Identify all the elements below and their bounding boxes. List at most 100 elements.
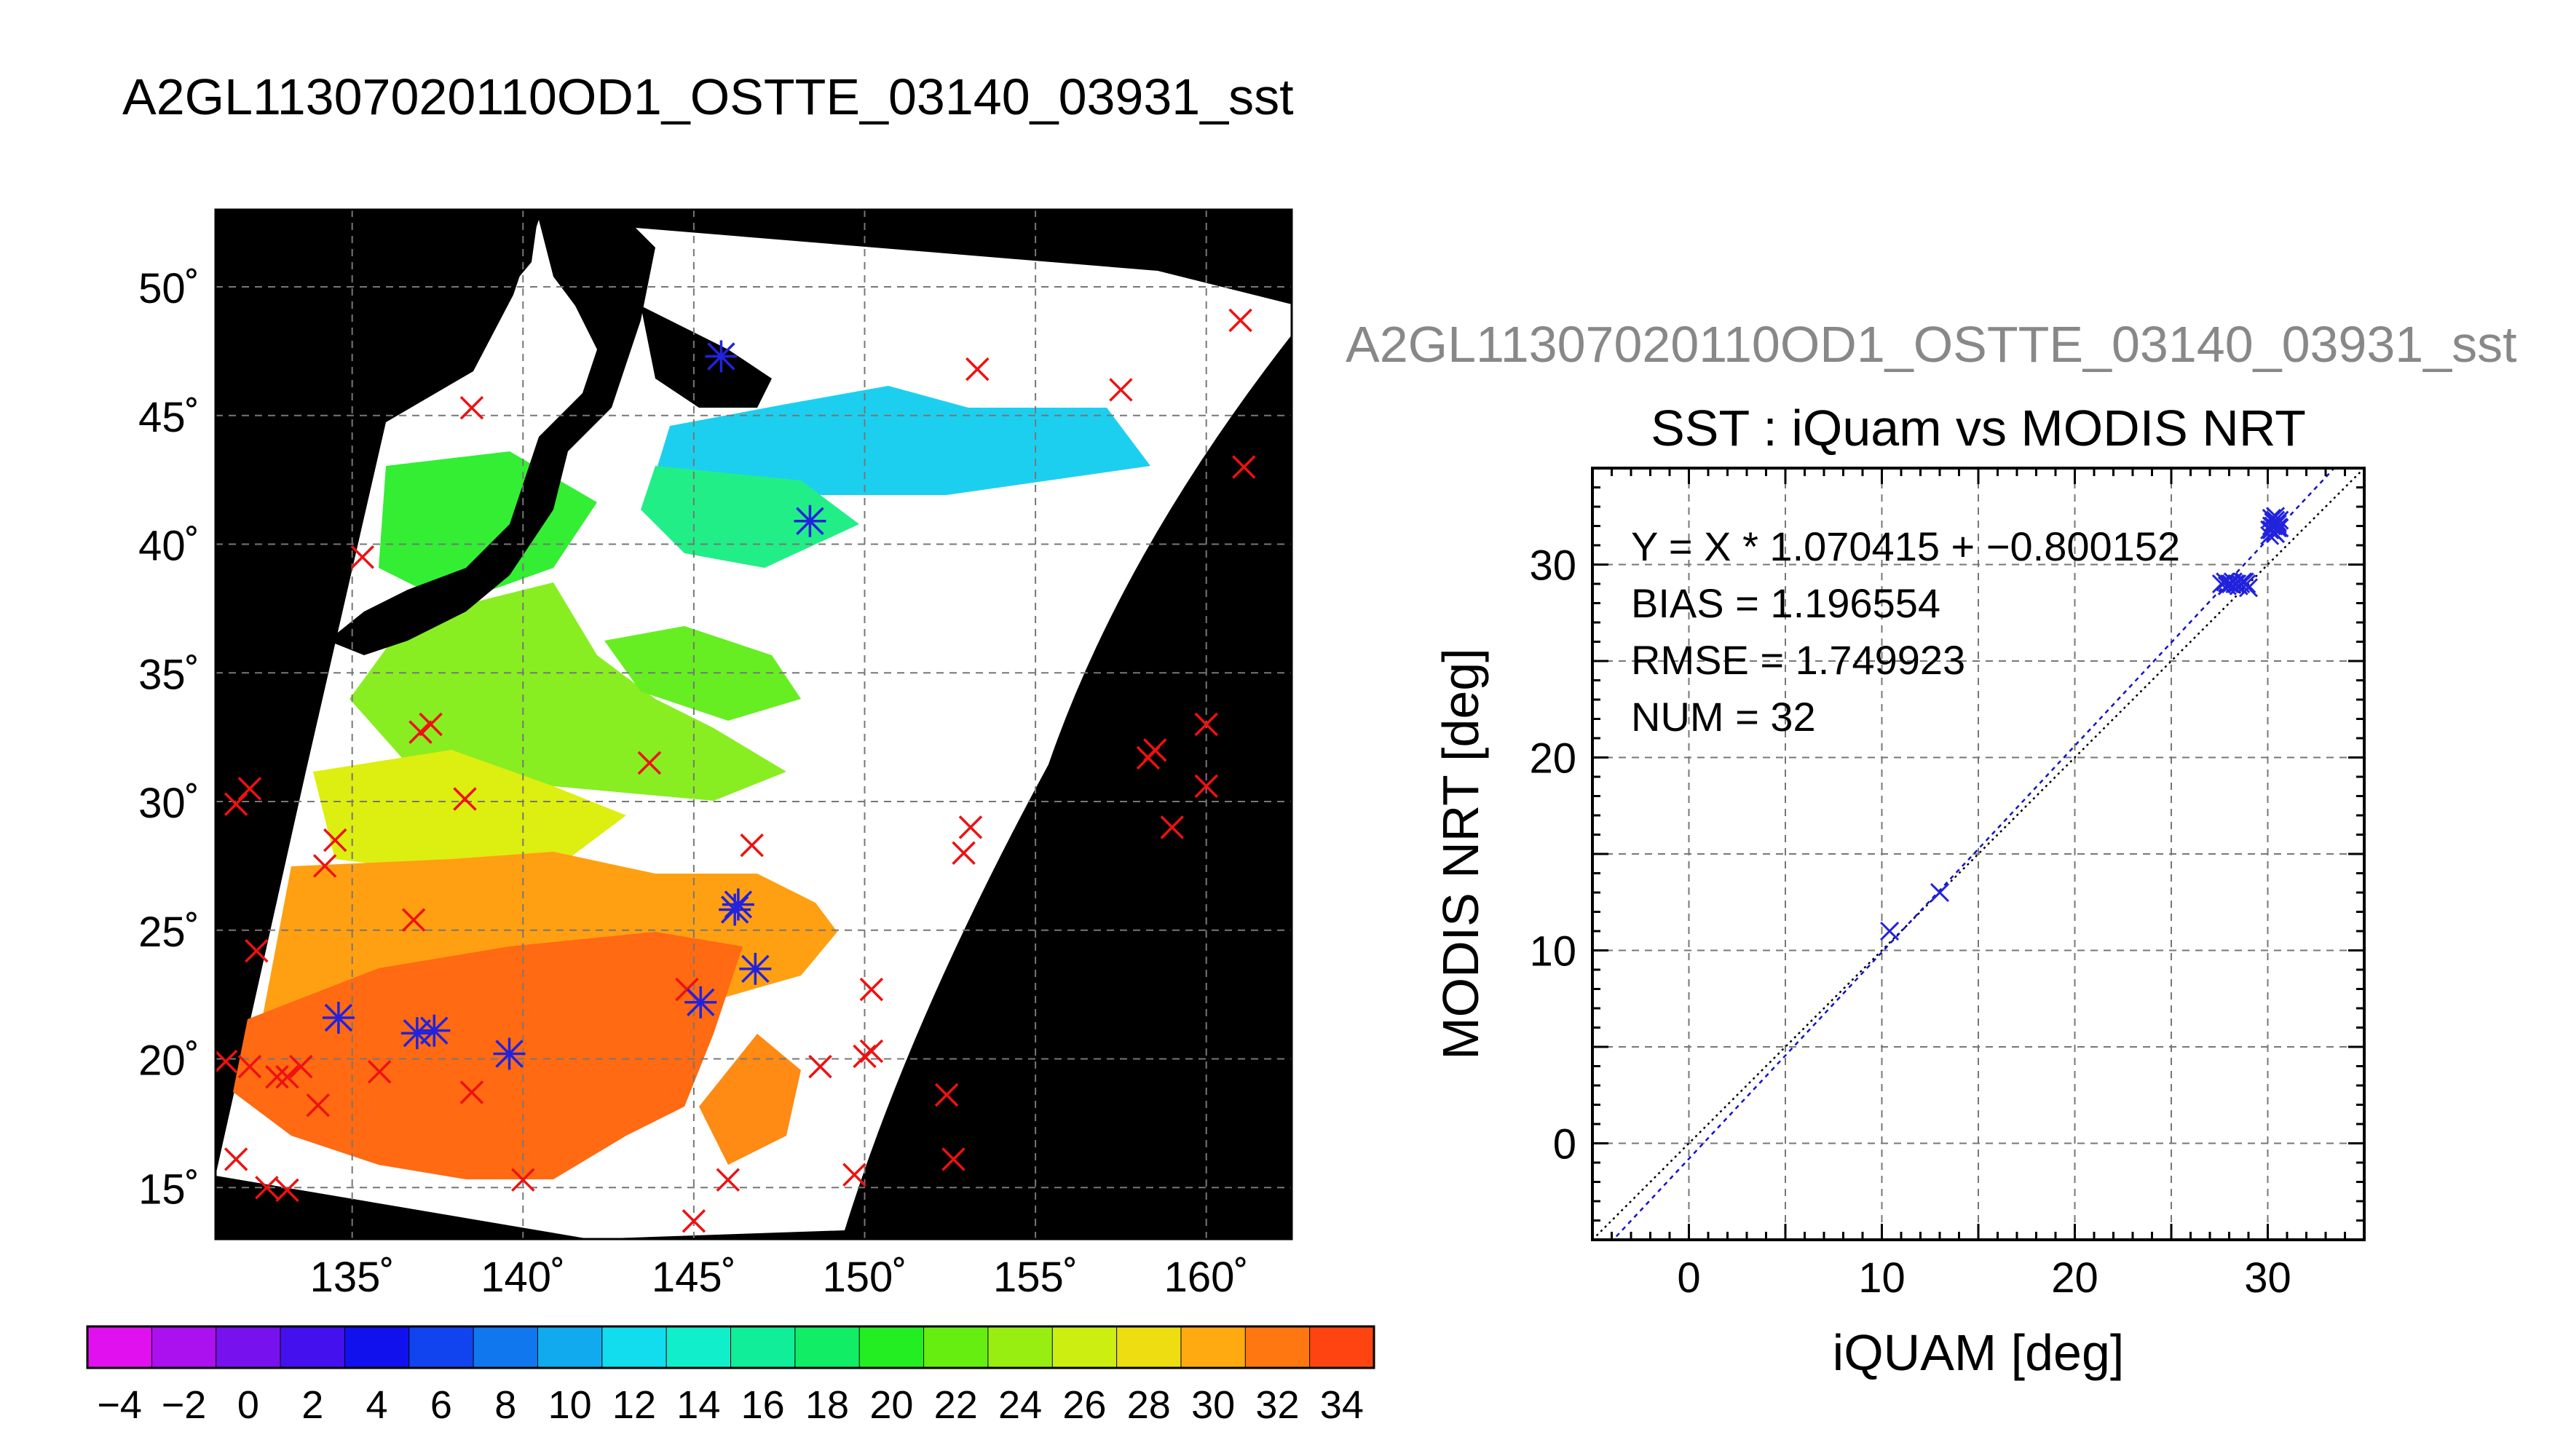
sst-patch-cool	[641, 466, 859, 568]
map-marker-red-stroke-b	[1143, 738, 1167, 762]
map-marker-red-stroke-b	[306, 1093, 330, 1117]
map-marker-red-stroke-b	[1228, 308, 1252, 333]
colorbar-label: 6	[430, 1383, 452, 1427]
map-marker-red-stroke-b	[637, 751, 662, 775]
colorbar-label: 8	[494, 1383, 516, 1427]
map-lon-label: 140˚	[481, 1254, 565, 1301]
scatter-point	[2217, 576, 2237, 596]
colorbar-cell	[408, 1326, 475, 1369]
colorbar-cell	[666, 1326, 732, 1369]
colorbar-label: 32	[1255, 1383, 1299, 1427]
scatter-points	[1880, 507, 2289, 941]
map-marker-red-stroke-b	[675, 977, 699, 1002]
map-marker-red-stroke-b	[808, 1054, 832, 1079]
colorbar-cell	[1244, 1326, 1311, 1369]
colorbar-label: 2	[301, 1383, 323, 1427]
map-marker-red	[275, 1065, 299, 1089]
map-lat-label: 40˚	[138, 523, 200, 570]
map-marker-red-stroke-b	[419, 712, 443, 737]
y-tick-label: 10	[1529, 928, 1576, 976]
map-marker-red	[408, 720, 433, 744]
map-marker-red	[637, 751, 662, 775]
colorbar-label: 16	[741, 1383, 785, 1427]
map-frame	[214, 208, 1293, 1241]
map-lat-label: 45˚	[138, 394, 200, 441]
map-marker-red-stroke-b	[859, 977, 884, 1002]
scatter-ticks: 0 10 20 30 0 10 20 30	[1529, 467, 2366, 1302]
scatter-point	[2266, 507, 2286, 526]
y-tick-label: 20	[1529, 735, 1576, 783]
map-marker-blue	[739, 952, 772, 985]
map-lon-labels: 135˚ 140˚ 145˚ 150˚ 155˚ 160˚	[310, 1254, 1249, 1301]
map-marker-red-stroke-b	[941, 1147, 965, 1171]
map-marker-blue	[493, 1037, 526, 1070]
map-marker-red	[934, 1083, 959, 1107]
map-marker-red-stroke-b	[511, 1168, 535, 1192]
colorbar-label: 28	[1127, 1383, 1171, 1427]
map-marker-red-stroke-b	[934, 1083, 959, 1107]
map-marker-red	[716, 1168, 741, 1192]
map-lat-label: 50˚	[138, 265, 200, 312]
colorbar-cell	[987, 1326, 1054, 1369]
map-marker-red	[401, 908, 426, 932]
map-marker-red	[323, 828, 347, 852]
scatter-annotation: BIAS = 1.196554	[1631, 580, 1940, 626]
map-marker-red-stroke-b	[216, 1049, 238, 1074]
map-marker-red	[265, 1065, 289, 1089]
scatter-point-stroke-b	[2267, 518, 2287, 538]
scatter-point	[2267, 518, 2287, 538]
scatter-point-stroke-b	[1930, 882, 1950, 903]
scatter-point	[2262, 516, 2281, 536]
map-marker-red	[224, 792, 248, 816]
map-marker-red	[859, 977, 884, 1002]
map-marker-red	[1143, 738, 1167, 762]
colorbar-cell	[280, 1326, 346, 1369]
map-lat-label: 15˚	[138, 1166, 200, 1213]
colorbar-cell	[537, 1326, 603, 1369]
map-marker-red-stroke-b	[265, 1065, 289, 1089]
colorbar-label: 0	[237, 1383, 259, 1427]
colorbar-cell	[87, 1326, 153, 1369]
colorbar-label: 20	[869, 1383, 913, 1427]
scatter-point-stroke-b	[2217, 576, 2237, 596]
scatter-point-stroke-b	[1880, 921, 1900, 941]
scatter-grid	[1592, 468, 2364, 1240]
map-marker-blue	[418, 1014, 451, 1047]
map-marker-red	[255, 1176, 279, 1200]
map-marker-red-stroke-b	[716, 1168, 741, 1192]
map-marker-blue	[794, 505, 826, 537]
map-marker-red	[853, 1044, 877, 1069]
map-marker-red-stroke-b	[682, 1209, 706, 1233]
colorbar-cell	[1180, 1326, 1247, 1369]
x-axis-label: iQUAM [deg]	[1833, 1324, 2125, 1381]
colorbar-cell	[151, 1326, 217, 1369]
map-marker-red	[1232, 455, 1256, 479]
map-marker-blue	[322, 1001, 355, 1034]
map-marker-red	[965, 357, 990, 381]
x-tick-label: 10	[1858, 1254, 1906, 1302]
colorbar-cell	[1051, 1326, 1118, 1369]
map-marker-red-stroke-b	[275, 1178, 299, 1203]
map-marker-red	[941, 1147, 965, 1171]
x-tick-label: 20	[2051, 1254, 2098, 1302]
scatter-annotation: NUM = 32	[1631, 694, 1816, 740]
scatter-annotation: Y = X * 1.070415 + −0.800152	[1631, 523, 2180, 569]
map-marker-red	[1109, 378, 1133, 402]
map-marker-red	[1194, 712, 1218, 737]
colorbar-cell	[1116, 1326, 1182, 1369]
map-lat-labels: 50˚ 45˚ 40˚ 35˚ 30˚ 25˚ 20˚ 15˚	[138, 265, 200, 1213]
map-marker-red-stroke-b	[237, 1054, 262, 1079]
scatter-point	[2235, 572, 2254, 592]
map-marker-blue	[719, 893, 751, 926]
map-marker-red-stroke-b	[1194, 712, 1218, 737]
main-title: A2GL11307020110OD1_OSTTE_03140_03931_sst	[122, 68, 1294, 125]
map-marker-red-stroke-b	[367, 1059, 392, 1084]
scatter-lines	[1592, 468, 2364, 1240]
map-marker-red	[216, 1049, 238, 1074]
scatter-point	[2264, 513, 2283, 532]
colorbar-cell	[473, 1326, 539, 1369]
colorbar-cell	[730, 1326, 796, 1369]
scatter-title: SST : iQuam vs MODIS NRT	[1651, 400, 2306, 456]
colorbar-cell	[601, 1326, 668, 1369]
